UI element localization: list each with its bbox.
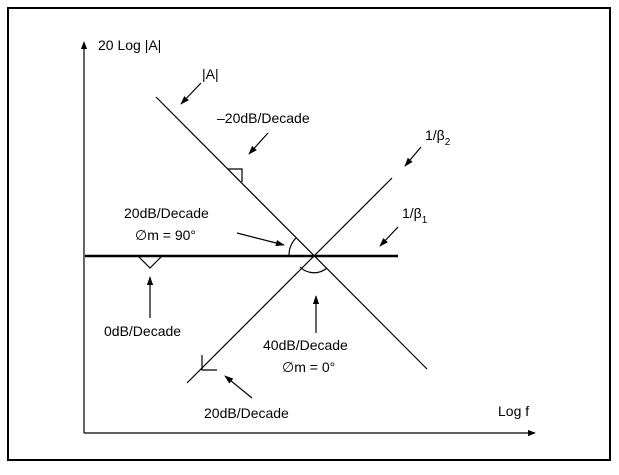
slope-mark-open-loop — [228, 168, 243, 182]
open-loop-pointer — [180, 82, 202, 105]
feedback-2-line — [186, 177, 393, 384]
phase-arc-upper — [288, 237, 297, 257]
slope-lower-pointer — [224, 375, 253, 399]
slope-mark-lower — [201, 355, 217, 371]
slope-flat-label: 0dB/Decade — [104, 323, 181, 339]
x-axis-label: Log f — [498, 403, 529, 419]
slope-intersection-label: 40dB/Decade — [263, 337, 348, 353]
feedback-2-subscript: 2 — [445, 137, 451, 148]
slope-mark-flat — [137, 255, 163, 269]
phase-margin-upper-pointer — [236, 232, 285, 247]
feedback-1-subscript: 1 — [422, 215, 428, 226]
slope-open-loop-pointer — [248, 132, 269, 155]
open-loop-label: |A| — [202, 66, 219, 82]
feedback-1-text: 1/β — [402, 205, 422, 221]
phase-margin-intersection-label: ∅m = 0° — [282, 359, 335, 375]
feedback-1-label: 1/β1 — [402, 205, 428, 226]
outer-border — [7, 7, 611, 461]
slope-open-loop-label: –20dB/Decade — [217, 110, 310, 126]
slope-lower-label: 20dB/Decade — [204, 405, 289, 421]
y-axis-label: 20 Log |A| — [98, 37, 161, 53]
phase-arc-intersection — [299, 266, 328, 274]
phase-margin-upper-label: ∅m = 90° — [135, 227, 196, 243]
feedback-2-label: 1/β2 — [425, 127, 451, 148]
feedback-2-pointer — [404, 146, 422, 167]
slope-upper-label: 20dB/Decade — [124, 205, 209, 221]
open-loop-gain-line — [155, 96, 428, 370]
feedback-2-text: 1/β — [425, 127, 445, 143]
feedback-1-pointer — [379, 226, 399, 247]
